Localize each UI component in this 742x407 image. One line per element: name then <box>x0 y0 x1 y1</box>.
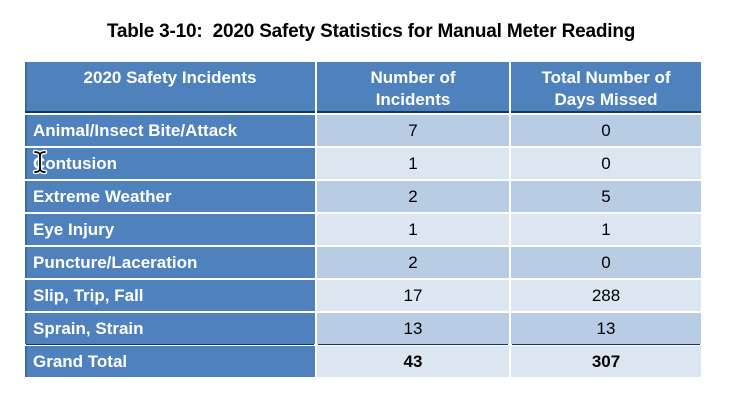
num-incidents-cell: 43 <box>317 346 509 377</box>
row-label-cell: Grand Total <box>25 346 315 377</box>
num-incidents-cell: 2 <box>317 181 509 212</box>
column-header-number-of-incidents: Number of Incidents <box>317 62 509 113</box>
safety-table: 2020 Safety Incidents Number of Incident… <box>25 62 701 377</box>
days-missed-cell: 0 <box>511 247 701 278</box>
row-label-cell: Extreme Weather <box>25 181 315 212</box>
num-incidents-cell: 7 <box>317 115 509 146</box>
days-missed-cell: 0 <box>511 115 701 146</box>
row-label-cell: Slip, Trip, Fall <box>25 280 315 311</box>
table-title: Table 3-10: 2020 Safety Statistics for M… <box>106 21 636 42</box>
num-incidents-cell: 13 <box>317 313 509 344</box>
num-incidents-cell: 2 <box>317 247 509 278</box>
row-label-cell: Eye Injury <box>25 214 315 245</box>
row-label-cell: Puncture/Laceration <box>25 247 315 278</box>
row-label-cell: Animal/Insect Bite/Attack <box>25 115 315 146</box>
column-header-days-missed: Total Number of Days Missed <box>511 62 701 113</box>
row-label-cell: Contusion <box>25 148 315 179</box>
column-header-incidents: 2020 Safety Incidents <box>25 62 315 113</box>
days-missed-cell: 0 <box>511 148 701 179</box>
days-missed-cell: 288 <box>511 280 701 311</box>
days-missed-cell: 5 <box>511 181 701 212</box>
num-incidents-cell: 1 <box>317 148 509 179</box>
days-missed-cell: 307 <box>511 346 701 377</box>
num-incidents-cell: 17 <box>317 280 509 311</box>
row-label-cell: Sprain, Strain <box>25 313 315 344</box>
days-missed-cell: 13 <box>511 313 701 344</box>
num-incidents-cell: 1 <box>317 214 509 245</box>
days-missed-cell: 1 <box>511 214 701 245</box>
